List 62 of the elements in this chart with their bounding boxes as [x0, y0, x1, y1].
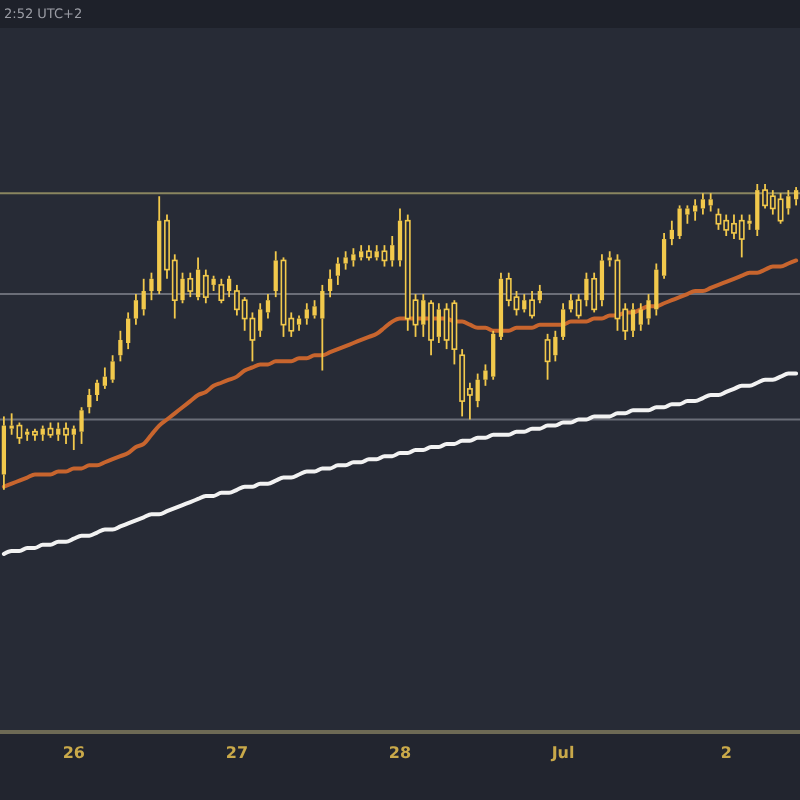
x-tick-label: 27 — [225, 744, 249, 762]
candlestick — [638, 302, 643, 332]
candlestick — [110, 354, 115, 384]
candlestick — [404, 213, 411, 332]
candlestick — [265, 293, 271, 320]
candlestick — [390, 235, 395, 268]
candlestick — [56, 421, 61, 442]
candlestick — [351, 247, 356, 268]
candlestick — [599, 253, 605, 308]
candlestick — [335, 256, 340, 286]
candlestick — [738, 213, 745, 259]
candlestick — [296, 314, 302, 332]
candlestick — [498, 271, 504, 341]
candlestick — [630, 302, 636, 338]
candlestick — [654, 262, 659, 317]
candlestick — [374, 244, 379, 262]
candlestick — [157, 195, 162, 295]
candlestick — [731, 213, 737, 240]
candlestick — [343, 250, 348, 271]
candlestick — [443, 302, 450, 351]
candlestick — [9, 412, 14, 436]
candlestick — [475, 372, 480, 409]
candlestick — [102, 366, 107, 390]
candlestick — [94, 378, 100, 403]
candlestick — [187, 271, 194, 299]
candlestick — [195, 256, 201, 302]
candlestick — [1, 415, 7, 491]
candlestick — [133, 293, 139, 326]
x-tick-label: Jul — [549, 744, 576, 762]
candlestick — [568, 293, 574, 314]
candlestick — [661, 232, 667, 280]
candlestick — [607, 250, 612, 268]
candlestick — [327, 268, 333, 299]
candlestick — [677, 204, 682, 240]
candlestick — [708, 192, 713, 213]
x-tick-label: 2 — [720, 744, 732, 762]
candlestick — [723, 213, 730, 237]
candlestick — [304, 302, 309, 326]
candlestick — [560, 302, 566, 341]
candlestick — [421, 293, 426, 338]
candlestick — [141, 277, 146, 317]
candlestick — [320, 284, 325, 372]
candlestick — [755, 183, 760, 237]
candlestick — [126, 311, 131, 351]
candlestick — [529, 290, 535, 320]
x-tick-label: 28 — [388, 744, 412, 762]
candlestick — [700, 192, 706, 216]
candlestick — [522, 293, 527, 314]
candlestick — [40, 424, 45, 442]
candlestick — [202, 268, 209, 305]
candlestick — [491, 329, 496, 381]
candlestick — [769, 189, 776, 216]
candlestick — [63, 421, 69, 445]
candlestick — [553, 329, 558, 363]
candlestick — [233, 284, 240, 317]
x-tick-label: 26 — [62, 744, 86, 762]
candlestick — [87, 387, 92, 415]
candlestick — [359, 244, 364, 262]
candlestick — [459, 348, 466, 418]
candlestick — [693, 198, 698, 222]
candlestick — [786, 189, 791, 216]
candlestick — [793, 186, 799, 207]
